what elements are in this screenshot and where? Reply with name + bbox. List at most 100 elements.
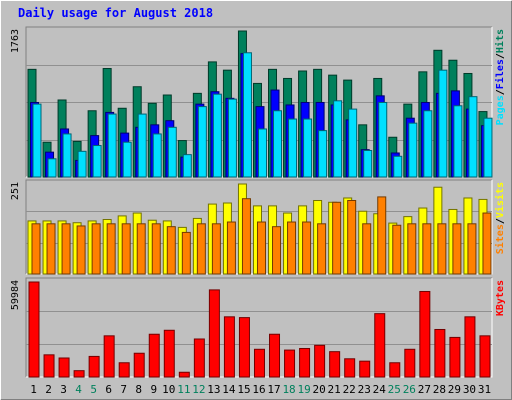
legend-separator: / xyxy=(495,89,506,95)
bar-sites-day-26 xyxy=(407,223,417,275)
bar-kbytes-day-7 xyxy=(118,362,130,378)
bar-pages-day-28 xyxy=(438,69,448,178)
x-tick-label-2: 2 xyxy=(45,383,52,396)
x-tick-label-18: 18 xyxy=(282,383,295,396)
x-tick-label-17: 17 xyxy=(267,383,280,396)
legend-hits: Hits xyxy=(494,29,506,53)
x-tick-label-12: 12 xyxy=(192,383,205,396)
bar-kbytes-day-30 xyxy=(464,316,476,378)
bar-sites-day-22 xyxy=(347,199,357,275)
bar-pages-day-21 xyxy=(333,100,343,178)
bar-sites-day-15 xyxy=(241,198,251,275)
x-tick-label-5: 5 xyxy=(90,383,97,396)
x-tick-label-27: 27 xyxy=(418,383,431,396)
bar-kbytes-day-31 xyxy=(479,335,491,378)
bar-sites-day-18 xyxy=(287,221,297,275)
panel-border-shadow xyxy=(25,26,492,177)
bar-sites-day-6 xyxy=(106,223,116,275)
bar-pages-day-8 xyxy=(137,113,147,178)
bar-sites-day-17 xyxy=(272,226,282,275)
bar-pages-day-17 xyxy=(273,110,283,178)
bar-sites-day-30 xyxy=(467,223,477,275)
bar-pages-day-11 xyxy=(182,154,192,178)
legend-kbytes: KBytes xyxy=(495,280,506,316)
bar-pages-day-15 xyxy=(242,52,252,178)
bar-sites-day-14 xyxy=(226,221,236,275)
x-tick-label-15: 15 xyxy=(237,383,250,396)
bar-pages-day-5 xyxy=(92,145,102,178)
bar-kbytes-day-29 xyxy=(449,336,461,378)
bar-kbytes-day-22 xyxy=(344,358,356,378)
x-tick-label-30: 30 xyxy=(463,383,476,396)
x-tick-label-16: 16 xyxy=(252,383,265,396)
bar-kbytes-day-6 xyxy=(103,335,115,378)
bar-pages-day-6 xyxy=(107,113,117,178)
legend-visits: Visits xyxy=(494,182,506,218)
bar-pages-day-26 xyxy=(408,122,418,178)
panel-kbytes: 59984 KBytes xyxy=(10,277,506,378)
bar-sites-day-20 xyxy=(317,223,327,275)
bar-kbytes-day-25 xyxy=(389,362,401,378)
bar-sites-day-23 xyxy=(362,223,372,275)
x-tick-label-24: 24 xyxy=(373,383,387,396)
bar-pages-day-2 xyxy=(47,158,57,178)
bar-pages-day-3 xyxy=(62,133,72,178)
bar-sites-day-7 xyxy=(121,223,131,275)
x-tick-label-19: 19 xyxy=(297,383,310,396)
bar-kbytes-day-13 xyxy=(208,289,220,378)
legend-files: Files xyxy=(494,59,506,89)
bar-kbytes-day-21 xyxy=(329,351,341,378)
bar-pages-day-25 xyxy=(393,155,403,178)
bar-pages-day-1 xyxy=(32,103,42,178)
bar-sites-day-11 xyxy=(181,231,191,275)
bar-sites-day-3 xyxy=(61,223,71,275)
x-tick-label-1: 1 xyxy=(30,383,37,396)
bar-pages-day-29 xyxy=(453,105,463,178)
bar-sites-day-21 xyxy=(332,201,342,275)
x-tick-label-28: 28 xyxy=(433,383,446,396)
bar-sites-day-29 xyxy=(452,223,462,275)
y-max-label: 59984 xyxy=(10,280,21,310)
bar-kbytes-day-27 xyxy=(419,290,431,378)
bar-sites-day-2 xyxy=(46,223,56,275)
bar-kbytes-day-9 xyxy=(148,333,160,378)
bar-pages-day-18 xyxy=(288,118,298,178)
bar-sites-day-25 xyxy=(392,224,402,275)
bar-sites-day-9 xyxy=(151,223,161,275)
bar-sites-day-10 xyxy=(166,226,176,275)
bar-pages-day-22 xyxy=(348,108,358,178)
bar-kbytes-day-12 xyxy=(193,338,205,378)
bar-pages-day-27 xyxy=(423,110,433,178)
y-max-label: 251 xyxy=(10,182,21,200)
bar-kbytes-day-3 xyxy=(58,357,70,378)
panel-visits-sites: 251 Sites/Visits xyxy=(10,179,506,275)
legend-sites: Sites xyxy=(494,224,506,254)
x-tick-label-22: 22 xyxy=(343,383,356,396)
x-tick-label-26: 26 xyxy=(403,383,416,396)
bar-kbytes-day-24 xyxy=(374,313,386,378)
bar-sites-day-12 xyxy=(196,223,206,275)
bar-pages-day-4 xyxy=(77,150,87,178)
bar-kbytes-day-2 xyxy=(43,354,55,378)
x-tick-label-29: 29 xyxy=(448,383,461,396)
legend-label: KBytes xyxy=(495,280,506,316)
bar-kbytes-day-1 xyxy=(28,281,40,378)
x-tick-label-31: 31 xyxy=(478,383,491,396)
x-tick-label-10: 10 xyxy=(162,383,175,396)
bar-kbytes-day-23 xyxy=(359,360,371,378)
x-tick-label-8: 8 xyxy=(135,383,142,396)
bar-sites-day-8 xyxy=(136,223,146,275)
bar-kbytes-day-26 xyxy=(404,348,416,378)
bar-pages-day-24 xyxy=(378,101,388,178)
bar-kbytes-day-4 xyxy=(73,370,85,378)
x-tick-label-6: 6 xyxy=(105,383,112,396)
bar-pages-day-30 xyxy=(468,96,478,178)
chart-panels: 1763Pages/Files/Hits251Sites/Visits59984… xyxy=(10,26,506,378)
bar-pages-day-23 xyxy=(363,149,373,178)
bar-pages-day-14 xyxy=(227,98,237,178)
bar-sites-day-27 xyxy=(422,223,432,275)
bar-sites-day-31 xyxy=(482,212,492,275)
legend-separator: / xyxy=(495,218,506,224)
x-tick-label-3: 3 xyxy=(60,383,67,396)
